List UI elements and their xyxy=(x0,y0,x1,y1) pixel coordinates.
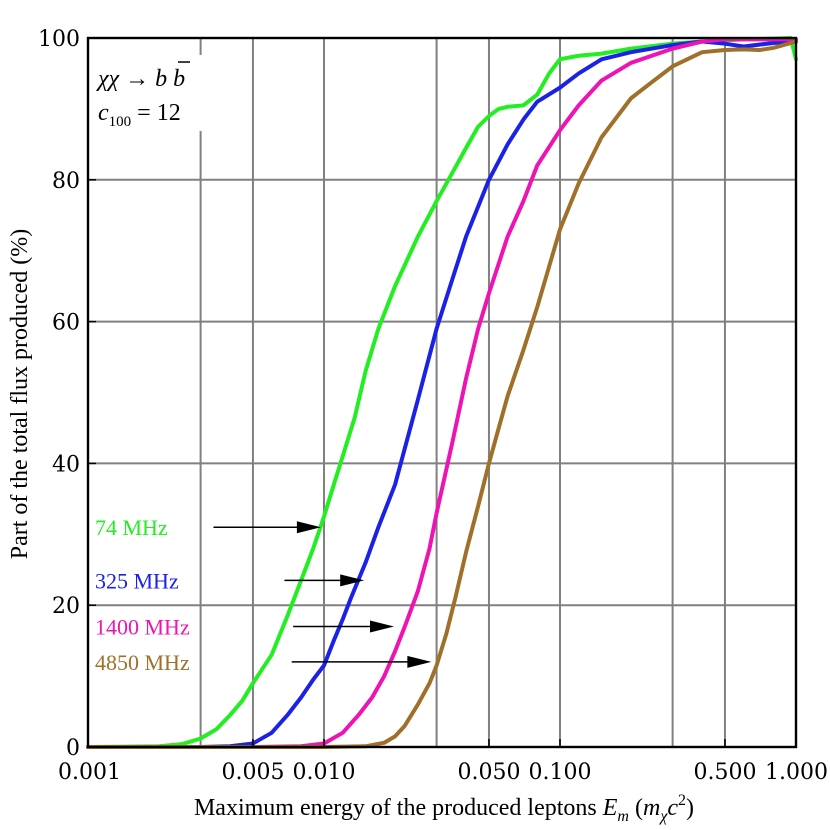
x-axis-title-sub: m xyxy=(617,808,629,825)
ticks: 0.001 0.005 0.010 0.050 0.100 0.500 1.000 0 20 40… xyxy=(38,27,828,785)
x-axis-title: Maximum energy of the produced leptons Em… xyxy=(194,792,694,825)
x-tick-label: 0.500 xyxy=(693,760,756,785)
y-tick-label: 100 xyxy=(38,27,80,52)
x-tick-label: 0.005 xyxy=(221,760,284,785)
series-line xyxy=(86,39,798,749)
y-tick-label: 80 xyxy=(52,169,80,194)
y-axis-title: Part of the total flux produced (%) xyxy=(7,229,33,560)
legend-label: 74 MHz xyxy=(95,515,168,540)
legend-label: 1400 MHz xyxy=(95,614,190,639)
x-tick-label: 1.000 xyxy=(765,760,828,785)
annotation-c-var: c xyxy=(98,100,109,126)
x-axis-title-open: ( xyxy=(635,795,643,821)
y-tick-label: 20 xyxy=(52,594,80,619)
series-line xyxy=(86,36,798,749)
x-axis-title-chi: χ xyxy=(658,808,668,825)
x-tick-label: 0.050 xyxy=(457,760,520,785)
legend-arrow-head xyxy=(296,521,321,534)
x-axis-title-close: ) xyxy=(686,795,694,821)
annotation-c100: c100 = 12 xyxy=(98,100,181,130)
annotation-c-sub: 100 xyxy=(109,114,132,130)
annotation-c-value: = 12 xyxy=(131,100,181,126)
legend-arrow-head xyxy=(340,574,365,587)
legend-arrows: 74 MHz 325 MHz 1400 MHz 4850 MHz xyxy=(95,515,432,675)
y-tick-label: 60 xyxy=(52,311,80,336)
x-tick-label: 0.010 xyxy=(293,760,356,785)
series-line xyxy=(86,39,798,749)
x-axis-title-c: c xyxy=(667,795,678,821)
y-tick-label: 0 xyxy=(66,736,80,761)
series-line xyxy=(86,37,798,749)
x-tick-label: 0.100 xyxy=(529,760,592,785)
legend-label: 4850 MHz xyxy=(95,650,190,675)
legend-arrow-head xyxy=(407,655,432,668)
grid xyxy=(88,38,796,747)
annotation: χχ → b b c100 = 12 xyxy=(92,55,214,131)
y-tick-label: 40 xyxy=(52,452,80,477)
x-tick-label: 0.001 xyxy=(58,760,121,785)
legend-label: 325 MHz xyxy=(95,568,179,593)
x-axis-title-var: E xyxy=(602,795,618,821)
x-axis-title-exp: 2 xyxy=(678,792,686,809)
x-axis-title-m: m xyxy=(643,795,660,821)
legend-arrow-head xyxy=(370,620,395,633)
x-axis-title-main: Maximum energy of the produced leptons xyxy=(194,795,597,821)
plot-frame xyxy=(86,36,798,749)
annotation-process: χχ → b b xyxy=(96,66,185,92)
series-group xyxy=(86,36,798,749)
annotation-bg xyxy=(92,55,214,131)
